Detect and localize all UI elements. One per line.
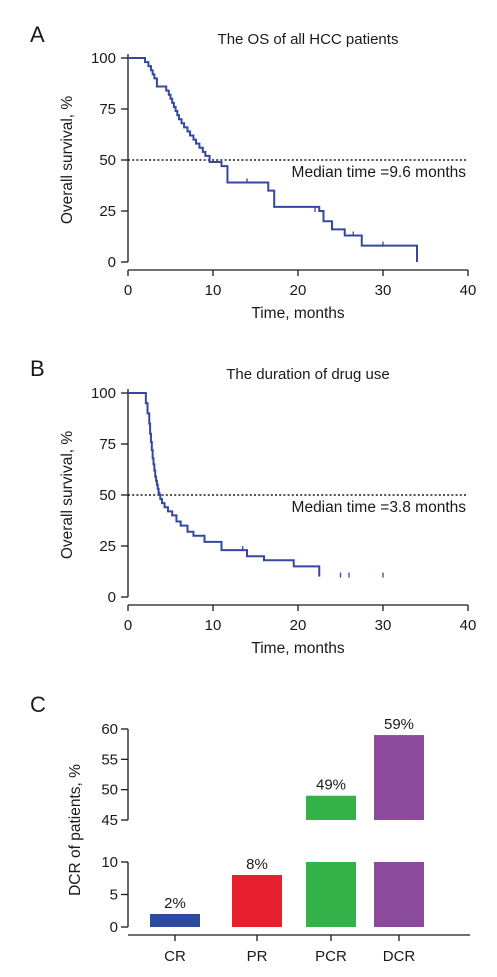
x-tick-label: 20 — [290, 282, 307, 299]
x-tick-label: DCR — [383, 948, 416, 965]
x-axis-label: Time, months — [251, 305, 345, 322]
y-tick-label: 10 — [101, 854, 118, 871]
panel-letter-b: B — [30, 356, 45, 381]
y-tick-label: 100 — [91, 385, 116, 402]
y-axis-label: DCR of patients, % — [67, 764, 84, 896]
bar-chart-c: 45 50 55 60 0 5 10 DCR of patients, % 2% CR 8% PR 49… — [67, 716, 470, 965]
x-tick-label: 30 — [375, 282, 392, 299]
x-tick-label: 30 — [375, 617, 392, 634]
y-tick-label: 45 — [101, 812, 118, 829]
panel-letter-a: A — [30, 22, 45, 47]
data-label: 8% — [246, 856, 268, 873]
survival-curve — [128, 57, 418, 262]
x-axis-label: Time, months — [251, 640, 345, 657]
y-tick-label: 60 — [101, 721, 118, 738]
survival-curve — [128, 392, 321, 577]
y-tick-label: 5 — [110, 887, 118, 904]
x-tick-label: PR — [247, 948, 268, 965]
y-tick-label: 25 — [99, 538, 116, 555]
y-tick-label: 50 — [99, 487, 116, 504]
bar-pcr-upper — [306, 795, 356, 820]
data-label: 49% — [316, 777, 346, 794]
x-tick-label: PCR — [315, 948, 347, 965]
x-tick-label: 40 — [460, 282, 477, 299]
bar-dcr-upper — [374, 735, 424, 820]
y-tick-label: 55 — [101, 751, 118, 768]
x-tick-label: CR — [164, 948, 186, 965]
y-axis-label: Overall survival, % — [59, 431, 76, 560]
chart-title: The duration of drug use — [226, 366, 389, 383]
bar-pcr-lower — [306, 862, 356, 927]
panel-letter-c: C — [30, 692, 46, 717]
survival-chart-b: The duration of drug use 0 25 50 75 100 0 10 20 3… — [59, 366, 476, 657]
survival-chart-a: The OS of all HCC patients 0 25 50 75 100 0 10 2… — [59, 31, 476, 322]
x-tick-label: 40 — [460, 617, 477, 634]
y-tick-label: 0 — [110, 919, 118, 936]
chart-title: The OS of all HCC patients — [218, 31, 399, 48]
y-tick-label: 100 — [91, 50, 116, 67]
x-tick-label: 10 — [205, 282, 222, 299]
bar-dcr-lower — [374, 862, 424, 927]
x-tick-label: 0 — [124, 282, 132, 299]
x-tick-label: 20 — [290, 617, 307, 634]
data-label: 59% — [384, 716, 414, 733]
data-label: 2% — [164, 895, 186, 912]
y-tick-label: 50 — [99, 152, 116, 169]
y-tick-label: 75 — [99, 436, 116, 453]
bar-pr — [232, 875, 282, 927]
median-annotation: Median time =9.6 months — [292, 164, 467, 181]
y-tick-label: 25 — [99, 203, 116, 220]
bar-cr — [150, 914, 200, 927]
y-tick-label: 0 — [108, 589, 116, 606]
y-axis-label: Overall survival, % — [59, 96, 76, 225]
y-tick-label: 50 — [101, 782, 118, 799]
x-tick-label: 10 — [205, 617, 222, 634]
median-annotation: Median time =3.8 months — [292, 499, 467, 516]
y-tick-label: 75 — [99, 101, 116, 118]
y-tick-label: 0 — [108, 254, 116, 271]
x-tick-label: 0 — [124, 617, 132, 634]
